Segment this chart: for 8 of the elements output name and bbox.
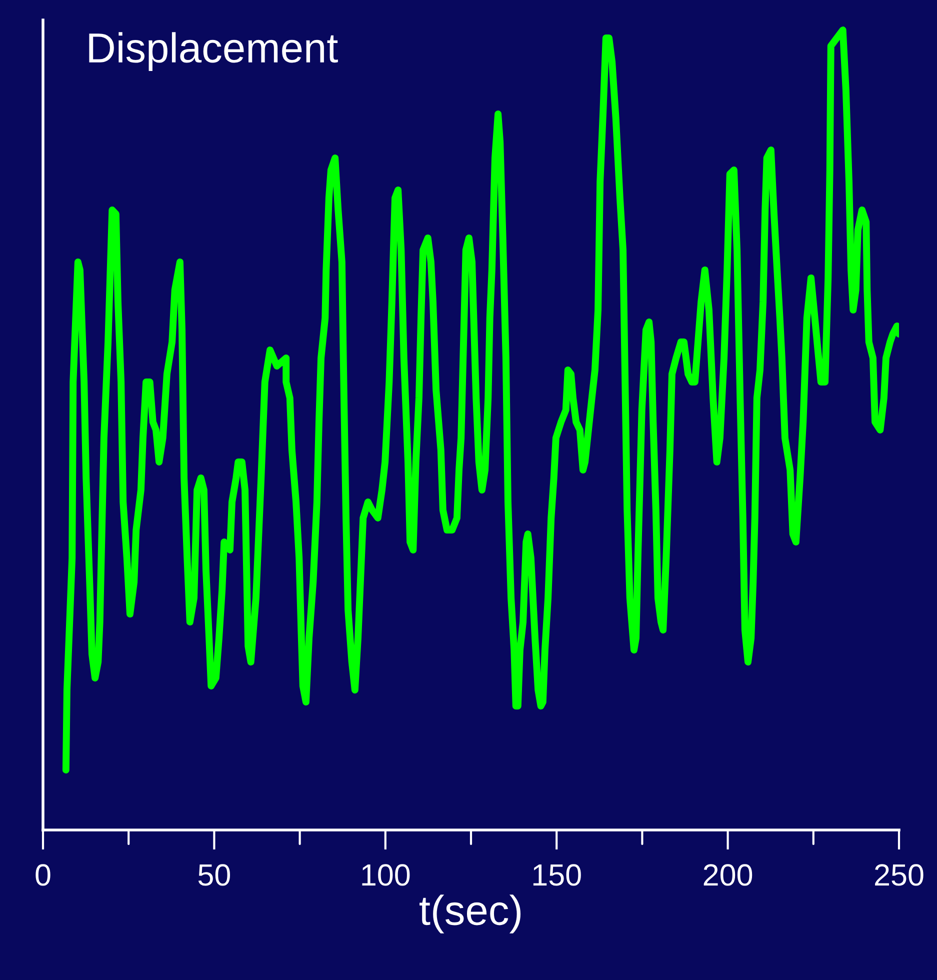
x-tick-label: 250 (875, 864, 924, 886)
chart-title: Displacement (89, 32, 338, 71)
x-tick-label: 150 (533, 864, 581, 886)
x-tick-label: 200 (704, 864, 752, 886)
x-axis-title: t(sec) (420, 894, 520, 934)
x-tick-label: 100 (362, 864, 410, 886)
x-tick-label: 0 (36, 864, 50, 886)
x-tick-label: 50 (198, 864, 230, 886)
